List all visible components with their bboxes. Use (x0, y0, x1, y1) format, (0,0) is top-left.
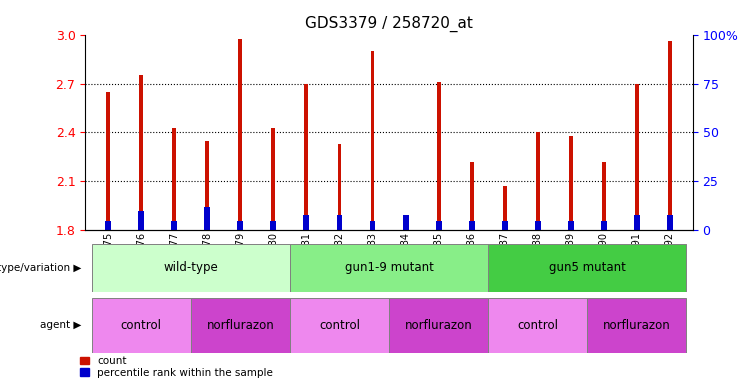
Bar (568, 136, 573, 230)
Text: control: control (121, 319, 162, 332)
Bar (668, 41, 671, 230)
Text: gun1-9 mutant: gun1-9 mutant (345, 262, 433, 274)
Bar (488, 298, 587, 353)
Bar (535, 220, 541, 230)
Bar (568, 220, 574, 230)
Bar (536, 132, 539, 230)
Bar (191, 298, 290, 353)
Bar (402, 215, 408, 230)
Bar (270, 220, 276, 230)
Text: norflurazon: norflurazon (405, 319, 473, 332)
Bar (171, 220, 177, 230)
Text: norflurazon: norflurazon (207, 319, 274, 332)
Text: control: control (517, 319, 558, 332)
Bar (205, 207, 210, 230)
Title: GDS3379 / 258720_at: GDS3379 / 258720_at (305, 16, 473, 32)
Bar (304, 215, 310, 230)
Text: wild-type: wild-type (164, 262, 219, 274)
Bar (239, 40, 242, 230)
Bar (92, 298, 191, 353)
Bar (389, 298, 488, 353)
Text: gun5 mutant: gun5 mutant (549, 262, 625, 274)
Bar (92, 244, 290, 292)
Bar (107, 92, 110, 230)
Bar (237, 220, 243, 230)
Bar (635, 84, 639, 230)
Bar (601, 220, 607, 230)
Bar (305, 84, 308, 230)
Bar (667, 215, 673, 230)
Text: genotype/variation ▶: genotype/variation ▶ (0, 263, 82, 273)
Bar (205, 141, 210, 230)
Legend: count, percentile rank within the sample: count, percentile rank within the sample (79, 355, 274, 379)
Bar (502, 220, 508, 230)
Bar (502, 186, 507, 230)
Text: agent ▶: agent ▶ (40, 320, 82, 331)
Bar (602, 162, 605, 230)
Bar (370, 51, 374, 230)
Bar (470, 162, 473, 230)
Bar (336, 215, 342, 230)
Bar (105, 220, 111, 230)
Bar (488, 244, 686, 292)
Bar (173, 127, 176, 230)
Bar (436, 82, 441, 230)
Bar (587, 298, 686, 353)
Bar (370, 220, 376, 230)
Bar (290, 298, 389, 353)
Bar (271, 127, 276, 230)
Bar (337, 144, 342, 230)
Bar (139, 75, 143, 230)
Bar (404, 219, 408, 230)
Bar (290, 244, 488, 292)
Bar (634, 215, 639, 230)
Bar (436, 220, 442, 230)
Text: control: control (319, 319, 360, 332)
Bar (468, 220, 474, 230)
Bar (139, 211, 144, 230)
Text: norflurazon: norflurazon (603, 319, 671, 332)
